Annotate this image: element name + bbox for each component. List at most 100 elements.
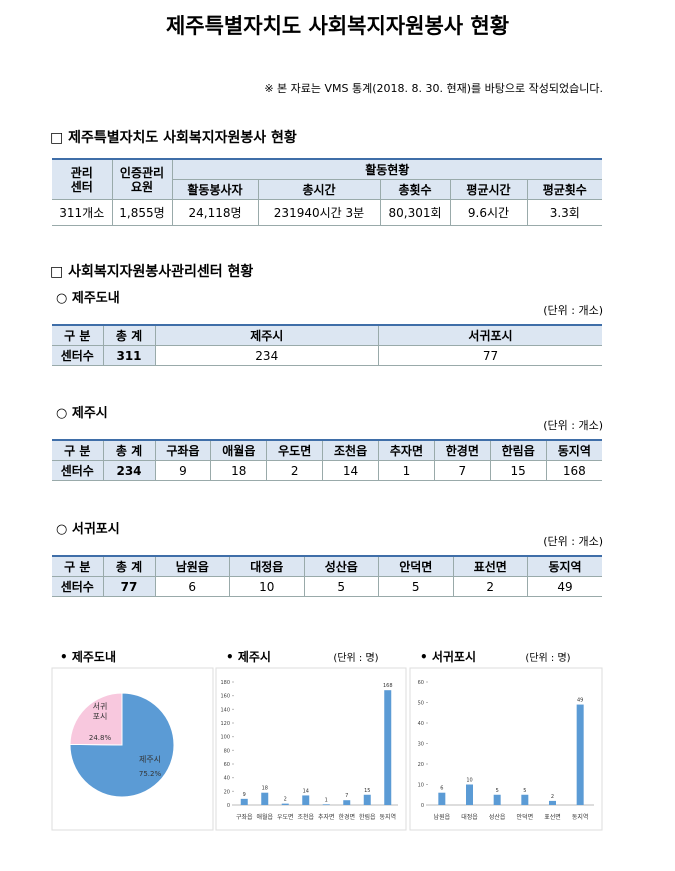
bar xyxy=(281,803,289,805)
header-cell: 센터수 xyxy=(52,460,104,481)
cell: 18 xyxy=(210,460,268,481)
header-cell: 추자면 xyxy=(378,439,435,461)
bar xyxy=(438,792,446,805)
header-cell: 한림읍 xyxy=(489,439,547,461)
section-heading: □ 사회복지자원봉사관리센터 현황 xyxy=(50,264,254,280)
row: 센터수 311 234 77 xyxy=(52,345,602,366)
y-tick-label: 100 xyxy=(220,735,230,741)
chart-frame xyxy=(215,667,407,831)
subsection-title: ○ 제주도내 xyxy=(56,291,120,306)
bar xyxy=(576,704,584,805)
slice-value: 24.8% xyxy=(89,734,112,742)
y-tick-label: 0 xyxy=(421,803,424,809)
header-cell: 평균시간 xyxy=(449,179,528,200)
header-cell: 평균횟수 xyxy=(526,179,603,200)
y-tick-label: 40 xyxy=(418,721,424,727)
data-label: 6 xyxy=(440,786,443,792)
cell: 15 xyxy=(489,460,547,481)
header-cell: 제주시 xyxy=(154,324,379,346)
x-tick-label: 동지역 xyxy=(572,813,589,821)
header-cell: 총횟수 xyxy=(379,179,451,200)
chart-frame xyxy=(409,667,603,831)
chart-title: • 서귀포시 xyxy=(420,649,476,664)
cell: 3.3회 xyxy=(526,199,603,226)
x-tick-label: 안덕면 xyxy=(517,813,534,821)
x-tick-label: 추자면 xyxy=(318,813,335,821)
y-tick-label: 10 xyxy=(418,783,424,789)
bar xyxy=(363,794,371,805)
data-label: 14 xyxy=(303,788,309,794)
data-label: 1 xyxy=(325,797,328,803)
header-cell: 한경면 xyxy=(433,439,491,461)
header-cell: 관리 센터 xyxy=(52,158,113,200)
data-label: 15 xyxy=(364,788,370,794)
header-cell: 총시간 xyxy=(257,179,381,200)
title: 제주특별자치도 사회복지자원봉사 현황 xyxy=(165,14,510,38)
data-label: 49 xyxy=(577,698,583,704)
bar xyxy=(466,784,473,805)
header-cell: 77 xyxy=(102,576,156,597)
slice-label: 서귀 포시 xyxy=(93,701,108,721)
section-heading: □ 제주특별자치도 사회복지자원봉사 현황 xyxy=(50,130,297,146)
cell: 7 xyxy=(433,460,491,481)
summary-table: 관리 센터 인증관리 요원 활동현황 활동봉사자 총시간 총횟수 평균시간 평균횟수 311… xyxy=(52,158,603,226)
slice-value: 75.2% xyxy=(139,770,162,778)
x-tick-label: 구좌읍 xyxy=(236,813,253,821)
bar xyxy=(240,798,248,805)
header-cell: 구 분 xyxy=(52,555,104,577)
chart-frame xyxy=(51,667,214,831)
bar xyxy=(549,800,556,805)
header-cell: 234 xyxy=(102,460,156,481)
header-cell: 311 xyxy=(102,345,156,366)
unit: (단위 : 개소) xyxy=(543,304,603,317)
x-tick-label: 남원읍 xyxy=(434,813,451,821)
header-cell: 애월읍 xyxy=(210,439,268,461)
note: ※ 본 자료는 VMS 통계(2018. 8. 30. 현재)를 바탕으로 작성… xyxy=(264,82,603,95)
row: 센터수 234 9 18 2 14 1 7 15 168 xyxy=(52,460,602,481)
cell: 311개소 xyxy=(52,199,113,226)
data-label: 9 xyxy=(243,792,246,798)
y-tick-label: 40 xyxy=(224,776,230,782)
header-cell: 조천읍 xyxy=(322,439,379,461)
bar xyxy=(261,792,269,805)
x-tick-label: 동지역 xyxy=(379,813,396,821)
cell: 231940시간 3분 xyxy=(257,199,381,226)
x-tick-label: 한림읍 xyxy=(359,813,376,821)
x-tick-label: 한경면 xyxy=(338,813,355,821)
bar xyxy=(521,794,529,805)
y-tick-label: 80 xyxy=(224,748,230,754)
data-label: 10 xyxy=(466,778,472,784)
cell: 1 xyxy=(378,460,435,481)
y-tick-label: 180 xyxy=(220,680,230,686)
x-tick-label: 조천읍 xyxy=(297,813,314,821)
header-cell: 인증관리 요원 xyxy=(111,158,173,200)
x-tick-label: 표선면 xyxy=(544,813,561,821)
header-cell: 총 계 xyxy=(102,439,156,461)
unit: (단위 : 개소) xyxy=(543,535,603,548)
cell: 9 xyxy=(154,460,212,481)
data-label: 2 xyxy=(551,794,554,800)
cell: 1,855명 xyxy=(111,199,173,226)
x-tick-label: 애월읍 xyxy=(256,813,273,821)
y-tick-label: 30 xyxy=(418,742,424,748)
cell: 5 xyxy=(378,576,454,597)
cell: 24,118명 xyxy=(171,199,259,226)
data-label: 5 xyxy=(496,788,499,794)
cell: 14 xyxy=(322,460,379,481)
header-cell: 서귀포시 xyxy=(378,324,602,346)
header-cell: 구 분 xyxy=(52,439,104,461)
cell: 234 xyxy=(154,345,379,366)
row: 센터수 77 6 10 5 5 2 49 xyxy=(52,576,602,597)
bar xyxy=(493,794,501,805)
header-cell: 센터수 xyxy=(52,345,104,366)
header-cell: 총 계 xyxy=(102,324,156,346)
header-cell: 센터수 xyxy=(52,576,104,597)
header-cell: 대정읍 xyxy=(229,555,305,577)
y-tick-label: 60 xyxy=(418,680,424,686)
y-tick-label: 50 xyxy=(418,701,424,707)
